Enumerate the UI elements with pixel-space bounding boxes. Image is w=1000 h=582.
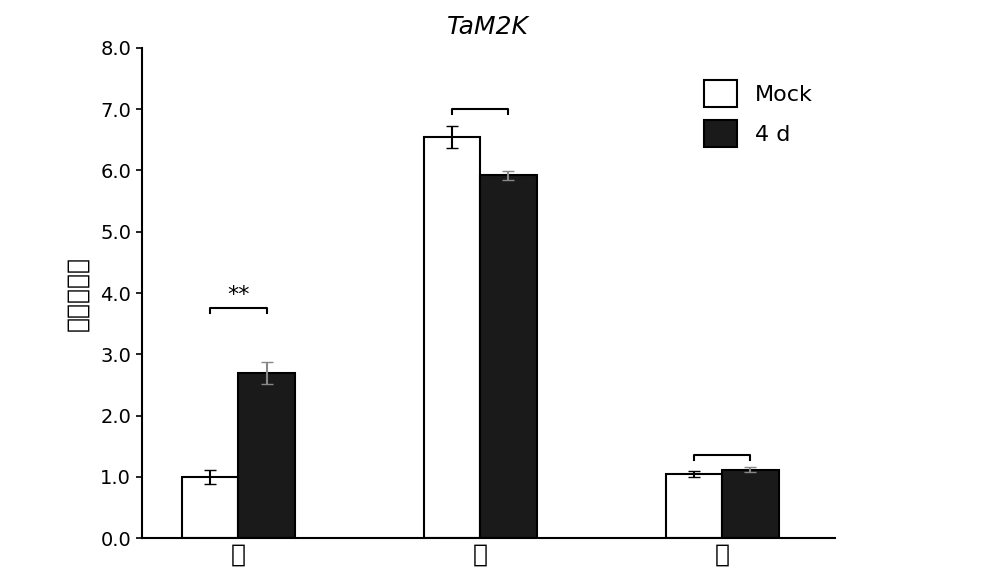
Y-axis label: 相对表达量: 相对表达量 [65,255,89,331]
Bar [722,470,779,538]
Bar [238,372,295,538]
Text: **: ** [227,285,250,306]
Legend: Mock, 4 d: Mock, 4 d [693,69,824,158]
Bar [424,137,480,538]
Bar [182,477,238,538]
Title: TaM2K: TaM2K [447,15,529,39]
Bar [480,175,537,538]
Bar [666,474,722,538]
